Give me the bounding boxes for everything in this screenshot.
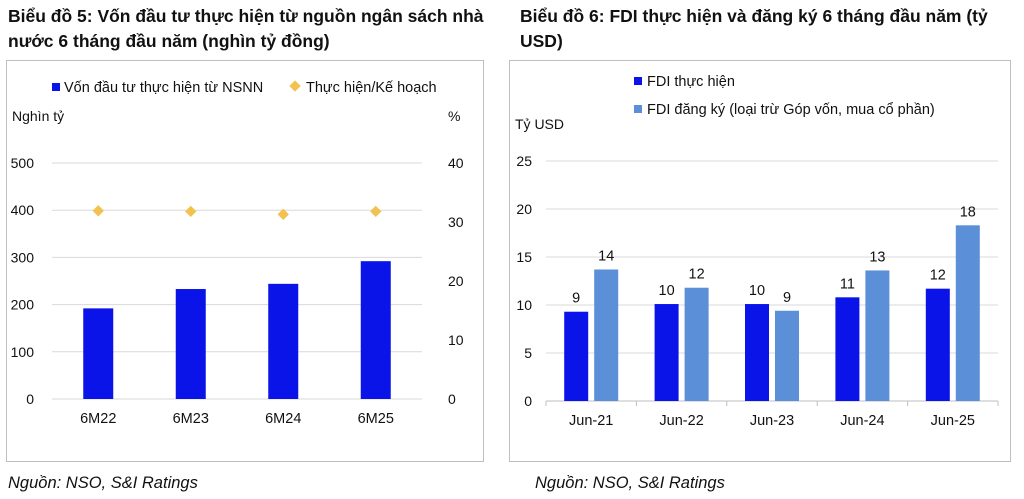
bar bbox=[175, 289, 206, 399]
bar-registered bbox=[865, 270, 890, 401]
bar-registered bbox=[775, 310, 799, 401]
data-label-registered: 13 bbox=[869, 249, 885, 265]
x-tick-label: Jun-23 bbox=[750, 413, 794, 429]
y-axis-title: Tỷ USD bbox=[515, 116, 564, 132]
y-tick-right: 0 bbox=[448, 391, 456, 407]
x-tick-label: Jun-24 bbox=[840, 413, 884, 429]
legend-swatch-marker bbox=[289, 80, 301, 92]
data-label-realized: 11 bbox=[840, 276, 855, 292]
y-axis-right-title: % bbox=[448, 108, 460, 124]
y-tick: 10 bbox=[516, 297, 532, 313]
y-tick-right: 10 bbox=[448, 332, 464, 348]
chart-6-source: Nguồn: NSO, S&I Ratings bbox=[535, 474, 725, 492]
x-tick-label: 6M23 bbox=[173, 411, 209, 427]
marker-point bbox=[185, 205, 197, 218]
y-tick-left: 400 bbox=[11, 202, 35, 218]
bar bbox=[83, 308, 114, 399]
marker-point bbox=[370, 205, 382, 218]
chart-6-title: Biểu đồ 6: FDI thực hiện và đăng ký 6 th… bbox=[520, 6, 988, 51]
y-tick-left: 100 bbox=[11, 344, 35, 360]
data-label-registered: 14 bbox=[598, 248, 614, 264]
data-label-realized: 10 bbox=[749, 283, 765, 299]
bar-realized bbox=[925, 288, 950, 401]
data-label-realized: 12 bbox=[930, 268, 946, 284]
y-tick: 15 bbox=[516, 249, 532, 265]
x-tick-label: 6M22 bbox=[80, 411, 116, 427]
y-axis-left-title: Nghìn tỷ bbox=[12, 108, 64, 124]
x-tick-label: Jun-25 bbox=[931, 413, 975, 429]
legend-swatch-registered bbox=[634, 105, 642, 113]
data-label-registered: 9 bbox=[783, 290, 791, 306]
x-tick-label: 6M25 bbox=[358, 411, 394, 427]
y-tick: 20 bbox=[516, 201, 532, 217]
y-tick: 0 bbox=[524, 393, 532, 409]
bar-registered bbox=[684, 287, 709, 401]
bar bbox=[268, 283, 299, 399]
legend-label-realized: FDI thực hiện bbox=[647, 74, 735, 90]
y-tick-left: 200 bbox=[11, 297, 35, 313]
data-label-registered: 12 bbox=[689, 267, 705, 283]
x-tick-label: Jun-22 bbox=[659, 413, 703, 429]
y-tick-right: 30 bbox=[448, 214, 464, 230]
bar-realized bbox=[745, 304, 769, 401]
bar-realized bbox=[564, 311, 589, 401]
chart-5-title: Biểu đồ 5: Vốn đầu tư thực hiện từ nguồn… bbox=[8, 6, 484, 51]
chart-5-source: Nguồn: NSO, S&I Ratings bbox=[8, 474, 198, 492]
chart-5-svg: Vốn đầu tư thực hiện từ NSNN Thực hiện/Kế… bbox=[11, 80, 464, 427]
y-tick-right: 20 bbox=[448, 273, 464, 289]
x-tick-label: Jun-21 bbox=[569, 413, 613, 429]
bar-registered bbox=[594, 269, 619, 401]
y-tick: 25 bbox=[516, 153, 532, 169]
legend-swatch-bar bbox=[52, 83, 60, 91]
legend-label-bar: Vốn đầu tư thực hiện từ NSNN bbox=[64, 80, 263, 96]
chart-6-svg: FDI thực hiện FDI đăng ký (loại trừ Góp v… bbox=[515, 74, 999, 429]
marker-point bbox=[277, 208, 289, 220]
y-tick-left: 0 bbox=[26, 391, 34, 407]
data-label-realized: 9 bbox=[572, 291, 580, 307]
legend-label-marker: Thực hiện/Kế hoạch bbox=[306, 80, 437, 96]
bar bbox=[360, 261, 391, 399]
bar-realized bbox=[835, 297, 860, 401]
y-tick-left: 500 bbox=[11, 155, 35, 171]
marker-point bbox=[92, 205, 104, 217]
bar-registered bbox=[955, 225, 980, 401]
y-tick: 5 bbox=[524, 345, 532, 361]
chart-5-panel: Vốn đầu tư thực hiện từ NSNN Thực hiện/Kế… bbox=[6, 60, 484, 462]
y-tick-right: 40 bbox=[448, 155, 464, 171]
chart-6-panel: FDI thực hiện FDI đăng ký (loại trừ Góp v… bbox=[509, 60, 1011, 462]
data-label-realized: 10 bbox=[659, 283, 675, 299]
data-label-registered: 18 bbox=[960, 204, 976, 220]
x-tick-label: 6M24 bbox=[265, 411, 301, 427]
bar-realized bbox=[654, 304, 679, 401]
legend-label-registered: FDI đăng ký (loại trừ Góp vốn, mua cổ ph… bbox=[647, 102, 935, 118]
y-tick-left: 300 bbox=[11, 249, 35, 265]
legend-swatch-realized bbox=[634, 77, 642, 85]
